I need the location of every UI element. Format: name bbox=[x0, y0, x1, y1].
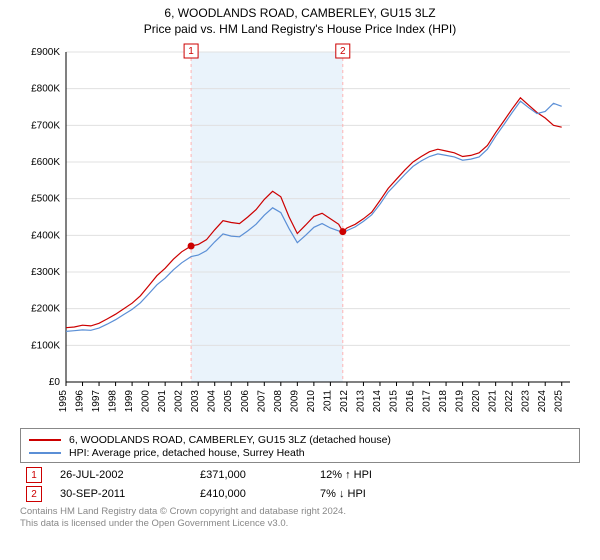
svg-text:2003: 2003 bbox=[190, 390, 201, 413]
svg-text:2010: 2010 bbox=[306, 390, 317, 413]
svg-text:2009: 2009 bbox=[289, 390, 300, 413]
svg-text:2014: 2014 bbox=[372, 390, 383, 413]
svg-text:2018: 2018 bbox=[438, 390, 449, 413]
sale-price: £410,000 bbox=[200, 488, 320, 500]
svg-text:1997: 1997 bbox=[91, 390, 102, 413]
legend-item: 6, WOODLANDS ROAD, CAMBERLEY, GU15 3LZ (… bbox=[29, 434, 571, 446]
svg-text:2023: 2023 bbox=[521, 390, 532, 413]
svg-text:2020: 2020 bbox=[471, 390, 482, 413]
svg-text:£300K: £300K bbox=[31, 267, 60, 278]
svg-text:2011: 2011 bbox=[322, 390, 333, 412]
footer-line: This data is licensed under the Open Gov… bbox=[20, 518, 580, 530]
svg-text:1999: 1999 bbox=[124, 390, 135, 413]
svg-text:1: 1 bbox=[188, 46, 194, 57]
sale-row: 2 30-SEP-2011£410,0007% ↓ HPI bbox=[20, 486, 580, 502]
svg-text:1995: 1995 bbox=[58, 390, 69, 413]
svg-text:1996: 1996 bbox=[75, 390, 86, 413]
svg-text:2006: 2006 bbox=[240, 390, 251, 413]
chart-svg: £0 £100K £200K £300K £400K £500K £600K £700K £80… bbox=[20, 42, 580, 422]
svg-text:2002: 2002 bbox=[174, 390, 185, 413]
svg-text:£800K: £800K bbox=[31, 84, 60, 95]
page-title: 6, WOODLANDS ROAD, CAMBERLEY, GU15 3LZ bbox=[8, 6, 592, 20]
sales-table: 1 26-JUL-2002£371,00012% ↑ HPI 2 30-SEP-201… bbox=[20, 467, 580, 502]
svg-text:2022: 2022 bbox=[504, 390, 515, 413]
svg-text:£500K: £500K bbox=[31, 194, 60, 205]
svg-text:2021: 2021 bbox=[488, 390, 499, 413]
page-subtitle: Price paid vs. HM Land Registry's House … bbox=[8, 22, 592, 36]
svg-text:2001: 2001 bbox=[157, 390, 168, 413]
svg-text:£100K: £100K bbox=[31, 340, 60, 351]
svg-text:2016: 2016 bbox=[405, 390, 416, 413]
sale-badge: 2 bbox=[26, 486, 42, 502]
sale-price: £371,000 bbox=[200, 469, 320, 481]
svg-text:2012: 2012 bbox=[339, 390, 350, 413]
legend-label: 6, WOODLANDS ROAD, CAMBERLEY, GU15 3LZ (… bbox=[69, 434, 391, 446]
svg-text:£400K: £400K bbox=[31, 230, 60, 241]
sale-date: 26-JUL-2002 bbox=[60, 469, 200, 481]
footer-line: Contains HM Land Registry data © Crown c… bbox=[20, 506, 580, 518]
sale-badge: 1 bbox=[26, 467, 42, 483]
price-chart: £0 £100K £200K £300K £400K £500K £600K £700K £80… bbox=[20, 42, 580, 422]
svg-text:2005: 2005 bbox=[223, 390, 234, 413]
svg-text:1998: 1998 bbox=[108, 390, 119, 413]
legend: 6, WOODLANDS ROAD, CAMBERLEY, GU15 3LZ (… bbox=[20, 428, 580, 463]
svg-text:2017: 2017 bbox=[422, 390, 433, 413]
legend-item: HPI: Average price, detached house, Surr… bbox=[29, 447, 571, 459]
svg-text:2000: 2000 bbox=[141, 390, 152, 413]
svg-text:£900K: £900K bbox=[31, 47, 60, 58]
svg-text:2: 2 bbox=[340, 46, 346, 57]
legend-label: HPI: Average price, detached house, Surr… bbox=[69, 447, 305, 459]
svg-text:2007: 2007 bbox=[256, 390, 267, 413]
svg-text:2024: 2024 bbox=[537, 390, 548, 413]
svg-text:£700K: £700K bbox=[31, 120, 60, 131]
svg-text:£200K: £200K bbox=[31, 304, 60, 315]
sale-hpi-delta: 7% ↓ HPI bbox=[320, 488, 440, 500]
footer: Contains HM Land Registry data © Crown c… bbox=[20, 506, 580, 530]
sale-date: 30-SEP-2011 bbox=[60, 488, 200, 500]
svg-text:2008: 2008 bbox=[273, 390, 284, 413]
svg-text:2019: 2019 bbox=[455, 390, 466, 413]
svg-text:£0: £0 bbox=[49, 377, 61, 388]
svg-text:2025: 2025 bbox=[554, 390, 565, 413]
svg-text:£600K: £600K bbox=[31, 157, 60, 168]
legend-swatch bbox=[29, 452, 61, 454]
svg-text:2004: 2004 bbox=[207, 390, 218, 413]
legend-swatch bbox=[29, 439, 61, 441]
sale-row: 1 26-JUL-2002£371,00012% ↑ HPI bbox=[20, 467, 580, 483]
svg-text:2013: 2013 bbox=[355, 390, 366, 413]
sale-hpi-delta: 12% ↑ HPI bbox=[320, 469, 440, 481]
svg-text:2015: 2015 bbox=[388, 390, 399, 413]
